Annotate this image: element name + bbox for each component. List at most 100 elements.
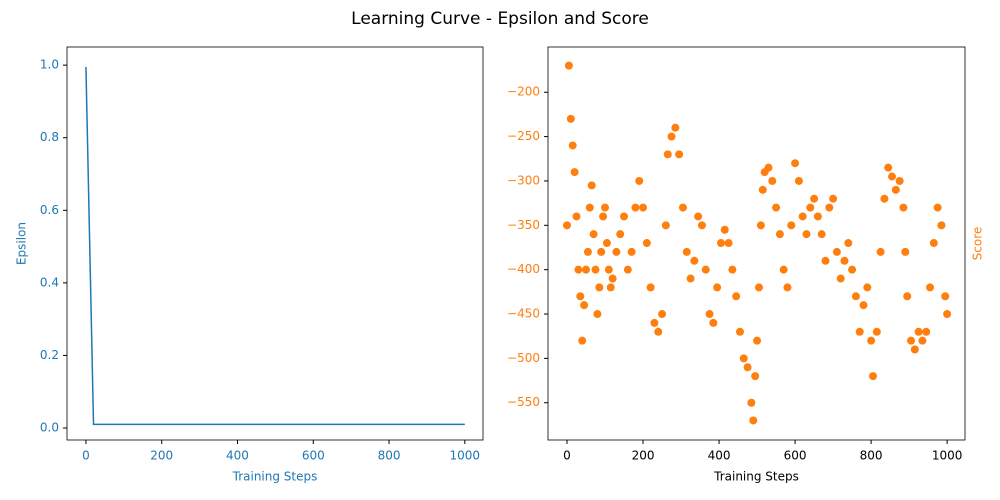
- score-point: [654, 327, 663, 336]
- score-point: [813, 212, 822, 221]
- y-tick-label: −200: [507, 85, 540, 99]
- score-point: [869, 372, 878, 381]
- score-point: [602, 239, 611, 248]
- score-point: [888, 172, 897, 181]
- score-point: [751, 372, 760, 381]
- plot-frame: [547, 46, 966, 441]
- score-point: [829, 194, 838, 203]
- score-point: [825, 203, 834, 212]
- score-point: [836, 274, 845, 283]
- score-point: [701, 265, 710, 274]
- score-point: [690, 256, 699, 265]
- score-point: [910, 345, 919, 354]
- y-tick-label: −300: [507, 173, 540, 187]
- score-point: [764, 163, 773, 172]
- score-point: [848, 265, 857, 274]
- score-point: [671, 123, 680, 132]
- score-point: [756, 221, 765, 230]
- score-point: [597, 247, 606, 256]
- y-tick-label: 0.0: [40, 421, 59, 435]
- score-point: [749, 416, 758, 425]
- score-point: [810, 194, 819, 203]
- y-tick-label: −450: [507, 307, 540, 321]
- score-point: [604, 265, 613, 274]
- score-point: [616, 230, 625, 239]
- plot-frame: [66, 46, 484, 441]
- y-tick-label: 1.0: [40, 58, 59, 72]
- score-point: [747, 398, 756, 407]
- score-point: [914, 327, 923, 336]
- score-point: [694, 212, 703, 221]
- score-point: [832, 247, 841, 256]
- score-point: [775, 230, 784, 239]
- x-tick-label: 400: [226, 449, 249, 463]
- score-point: [635, 176, 644, 185]
- x-tick-label: 800: [860, 449, 883, 463]
- score-point: [686, 274, 695, 283]
- score-point: [768, 176, 777, 185]
- score-point: [608, 274, 617, 283]
- score-point: [724, 239, 733, 248]
- score-point: [574, 265, 583, 274]
- score-point: [821, 256, 830, 265]
- score-point: [568, 141, 577, 150]
- score-point: [593, 310, 602, 319]
- score-point: [926, 283, 935, 292]
- score-point: [907, 336, 916, 345]
- x-tick-label: 200: [150, 449, 173, 463]
- y-tick-label: 0.8: [40, 130, 59, 144]
- score-point: [783, 283, 792, 292]
- score-point: [678, 203, 687, 212]
- score-point: [772, 203, 781, 212]
- score-point: [697, 221, 706, 230]
- score-point: [791, 159, 800, 168]
- score-point: [794, 176, 803, 185]
- score-point: [872, 327, 881, 336]
- score-point: [779, 265, 788, 274]
- y-tick-label: 0.2: [40, 348, 59, 362]
- score-point: [918, 336, 927, 345]
- score-point: [667, 132, 676, 141]
- score-point: [639, 203, 648, 212]
- panel: 0 200 400 600 800 1000 0.0 0.2 0.4 0.6 0.8 1.0 Train…: [15, 46, 484, 484]
- score-point: [720, 225, 729, 234]
- score-point: [589, 230, 598, 239]
- panel: 0 200 400 600 800 1000 −550 −500 −450 −400 −350 −30…: [507, 46, 985, 484]
- score-point: [753, 336, 762, 345]
- y-tick-label: 0.4: [40, 275, 59, 289]
- score-point: [867, 336, 876, 345]
- score-point: [891, 185, 900, 194]
- score-point: [591, 265, 600, 274]
- score-point: [572, 212, 581, 221]
- score-point: [642, 239, 651, 248]
- score-point: [595, 283, 604, 292]
- score-point: [901, 247, 910, 256]
- x-axis-label: Training Steps: [232, 470, 318, 484]
- score-point: [601, 203, 610, 212]
- score-point: [758, 185, 767, 194]
- score-point: [582, 265, 591, 274]
- score-point: [933, 203, 942, 212]
- score-point: [583, 247, 592, 256]
- score-point: [580, 301, 589, 310]
- score-point: [709, 318, 718, 327]
- score-point: [903, 292, 912, 301]
- score-point: [863, 283, 872, 292]
- score-point: [631, 203, 640, 212]
- epsilon-line: [85, 66, 465, 426]
- score-point: [798, 212, 807, 221]
- score-point: [646, 283, 655, 292]
- x-tick-label: 1000: [450, 449, 481, 463]
- score-point: [599, 212, 608, 221]
- score-point: [675, 150, 684, 159]
- score-point: [650, 318, 659, 327]
- y-tick-label: 0.6: [40, 203, 59, 217]
- score-point: [855, 327, 864, 336]
- score-point: [612, 247, 621, 256]
- score-point: [663, 150, 672, 159]
- x-tick-label: 600: [784, 449, 807, 463]
- score-point: [570, 168, 579, 177]
- score-point: [606, 283, 615, 292]
